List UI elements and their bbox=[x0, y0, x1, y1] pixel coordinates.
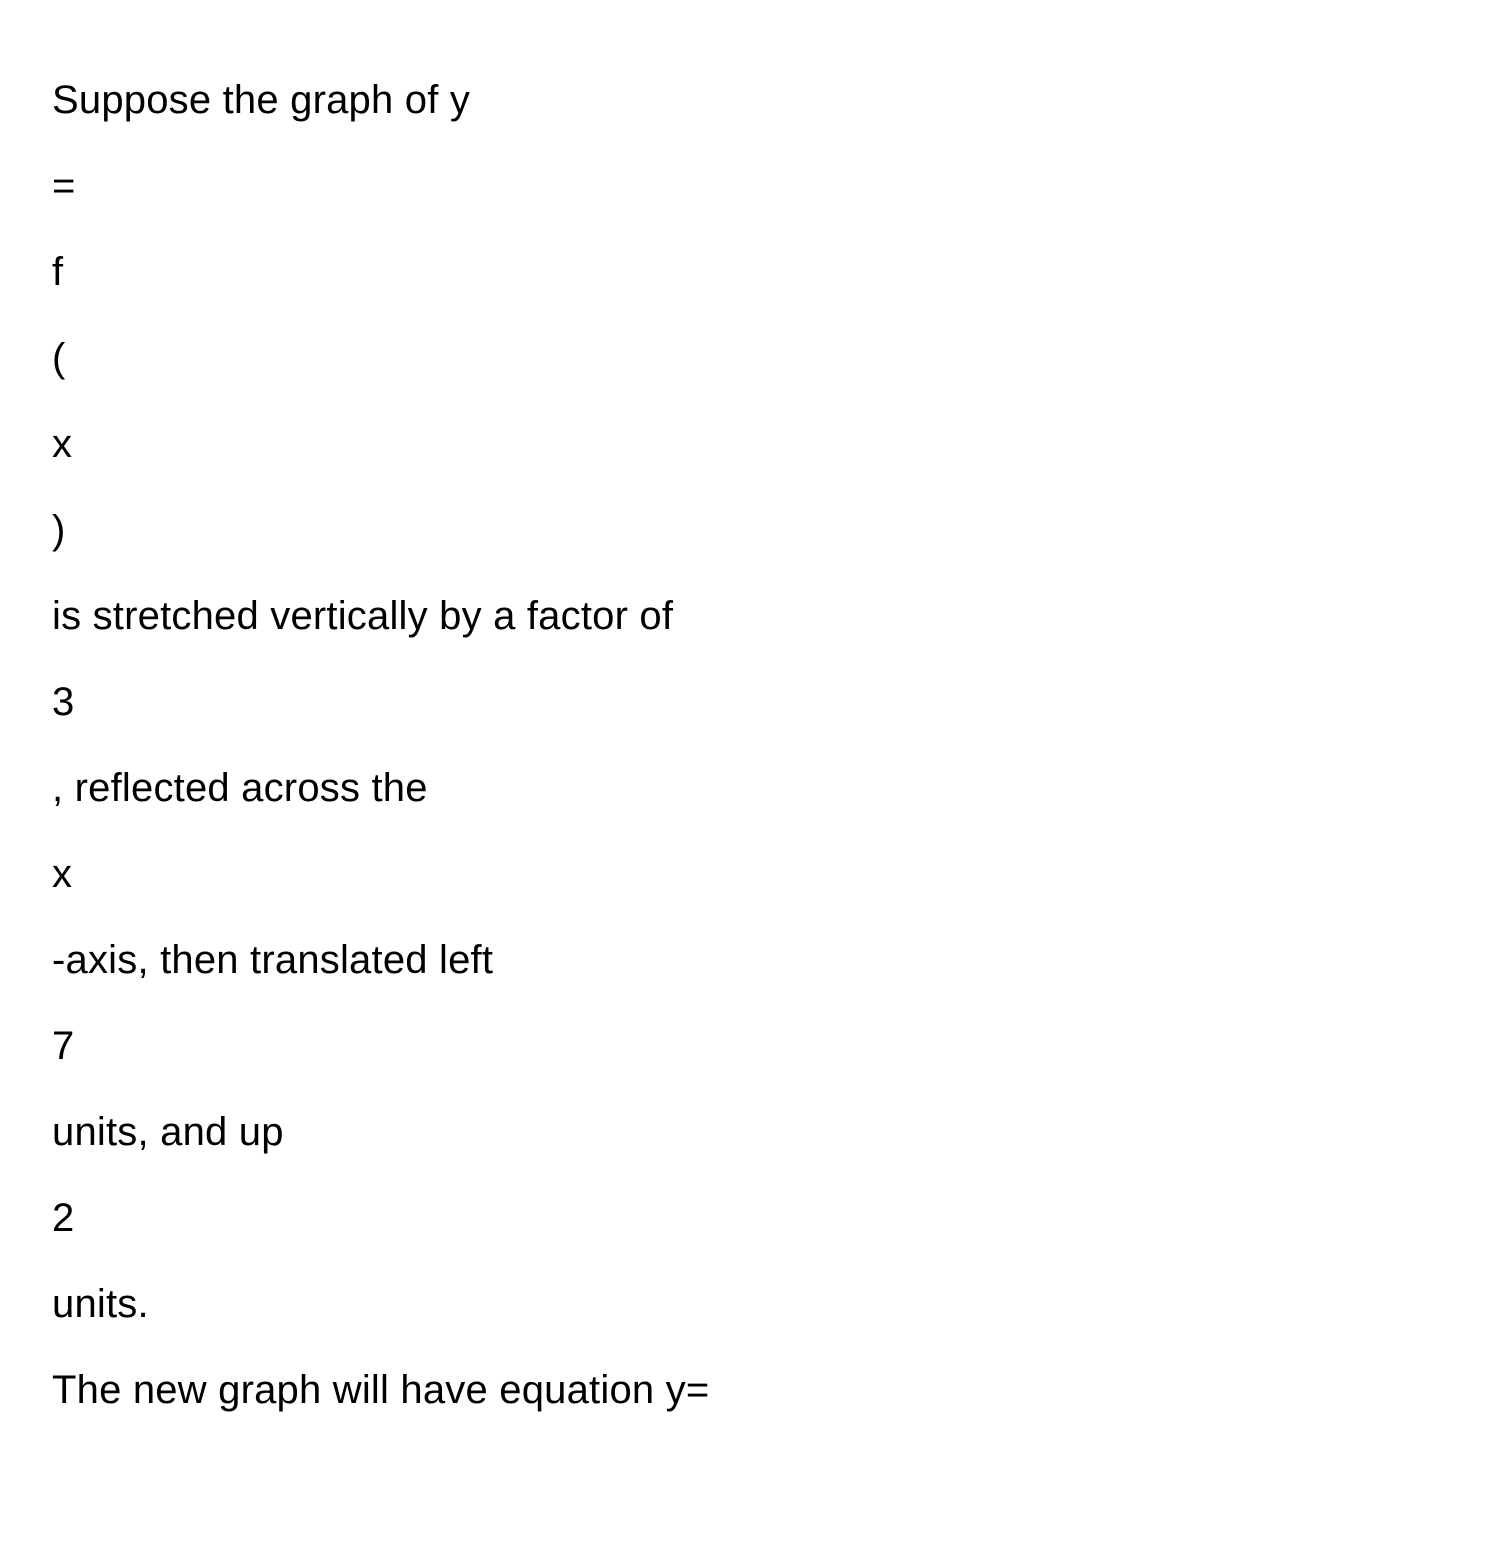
document-page: Suppose the graph of y = f ( x ) is stre… bbox=[0, 0, 1500, 1504]
text-line: is stretched vertically by a factor of bbox=[52, 592, 1448, 640]
text-line: x bbox=[52, 850, 1448, 898]
text-line: , reflected across the bbox=[52, 764, 1448, 812]
text-line: -axis, then translated left bbox=[52, 936, 1448, 984]
text-line: units, and up bbox=[52, 1108, 1448, 1156]
text-line: 7 bbox=[52, 1022, 1448, 1070]
text-line: 3 bbox=[52, 678, 1448, 726]
text-line: ( bbox=[52, 334, 1448, 382]
text-line: ) bbox=[52, 506, 1448, 554]
text-line: Suppose the graph of y bbox=[52, 76, 1448, 124]
text-line: x bbox=[52, 420, 1448, 468]
text-line: The new graph will have equation y= bbox=[52, 1366, 1448, 1414]
text-line: units. bbox=[52, 1280, 1448, 1328]
text-line: f bbox=[52, 248, 1448, 296]
text-line: = bbox=[52, 162, 1448, 210]
text-line: 2 bbox=[52, 1194, 1448, 1242]
